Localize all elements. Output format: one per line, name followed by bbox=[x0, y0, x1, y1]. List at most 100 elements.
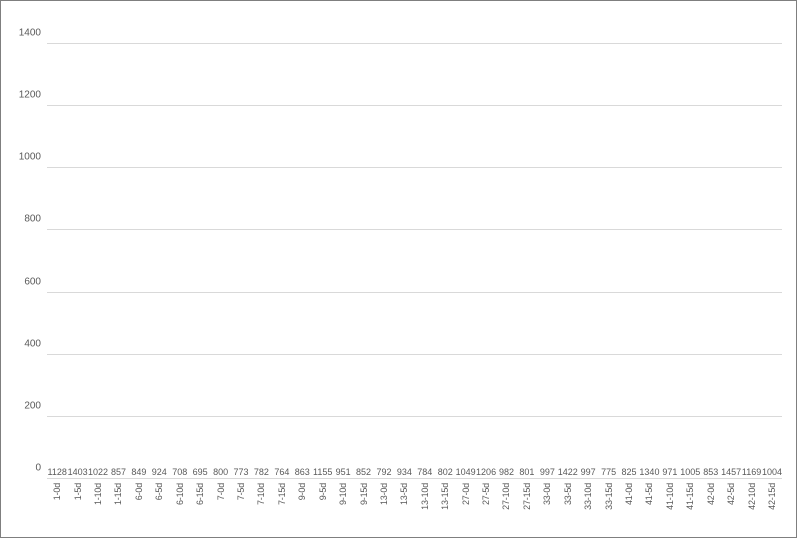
bar-value-label: 784 bbox=[417, 467, 432, 477]
y-tick-label: 1000 bbox=[7, 152, 41, 163]
y-tick-label: 600 bbox=[7, 276, 41, 287]
y-tick-label: 400 bbox=[7, 338, 41, 349]
x-tick-cell: 6-5d bbox=[149, 481, 169, 537]
x-tick-cell: 1-5d bbox=[67, 481, 87, 537]
x-tick-cell: 41-15d bbox=[680, 481, 700, 537]
bar-value-label: 775 bbox=[601, 467, 616, 477]
x-tick-cell: 13-5d bbox=[394, 481, 414, 537]
x-tick-cell: 27-15d bbox=[517, 481, 537, 537]
x-tick-label: 27-10d bbox=[501, 483, 511, 510]
bar-value-label: 1049 bbox=[456, 467, 476, 477]
x-tick-cell: 7-0d bbox=[210, 481, 230, 537]
bars-container: 1128140310228578499247086958007737827648… bbox=[47, 13, 782, 479]
x-tick-label: 33-5d bbox=[563, 483, 573, 505]
x-tick-label: 42-5d bbox=[726, 483, 736, 505]
bar-value-label: 801 bbox=[519, 467, 534, 477]
bar-value-label: 802 bbox=[438, 467, 453, 477]
x-tick-label: 1-10d bbox=[93, 483, 103, 505]
x-tick-label: 6-10d bbox=[175, 483, 185, 505]
bar-value-label: 852 bbox=[356, 467, 371, 477]
x-tick-cell: 13-0d bbox=[374, 481, 394, 537]
x-tick-label: 1-15d bbox=[113, 483, 123, 505]
x-axis: 1-0d 1-5d 1-10d 1-15d 6-0d 6-5d 6-10d 6-15d 7-0d… bbox=[47, 481, 782, 537]
bar-value-label: 863 bbox=[295, 467, 310, 477]
bar-chart: 0200400600800100012001400112814031022857… bbox=[0, 0, 797, 538]
x-tick-label: 33-0d bbox=[542, 483, 552, 505]
x-tick-cell: 6-10d bbox=[170, 481, 190, 537]
x-tick-cell: 42-10d bbox=[741, 481, 761, 537]
x-tick-cell: 7-5d bbox=[231, 481, 251, 537]
x-tick-cell: 33-0d bbox=[537, 481, 557, 537]
x-tick-cell: 9-10d bbox=[333, 481, 353, 537]
x-tick-cell: 41-10d bbox=[660, 481, 680, 537]
x-tick-label: 9-0d bbox=[297, 483, 307, 500]
bar-value-label: 1128 bbox=[48, 467, 67, 477]
bar-value-label: 1457 bbox=[721, 467, 741, 477]
x-tick-cell: 7-15d bbox=[272, 481, 292, 537]
plot-area: 0200400600800100012001400112814031022857… bbox=[47, 13, 782, 479]
bar-value-label: 997 bbox=[540, 467, 555, 477]
x-tick-cell: 1-10d bbox=[88, 481, 108, 537]
x-tick-label: 1-5d bbox=[73, 483, 83, 500]
bar-value-label: 1004 bbox=[762, 467, 782, 477]
x-tick-cell: 27-5d bbox=[476, 481, 496, 537]
bar-value-label: 1005 bbox=[680, 467, 700, 477]
y-tick-label: 1400 bbox=[7, 28, 41, 39]
y-tick-label: 0 bbox=[7, 463, 41, 474]
x-tick-label: 41-5d bbox=[644, 483, 654, 505]
x-tick-label: 7-15d bbox=[277, 483, 287, 505]
x-tick-cell: 6-15d bbox=[190, 481, 210, 537]
x-tick-label: 27-0d bbox=[461, 483, 471, 505]
x-tick-label: 9-5d bbox=[318, 483, 328, 500]
y-tick-label: 800 bbox=[7, 214, 41, 225]
x-tick-label: 1-0d bbox=[52, 483, 62, 500]
x-tick-label: 13-0d bbox=[379, 483, 389, 505]
bar-value-label: 951 bbox=[336, 467, 351, 477]
x-tick-cell: 33-5d bbox=[558, 481, 578, 537]
x-tick-label: 42-0d bbox=[706, 483, 716, 505]
x-tick-label: 41-15d bbox=[685, 483, 695, 510]
x-tick-label: 27-5d bbox=[481, 483, 491, 505]
bar-value-label: 1169 bbox=[742, 467, 761, 477]
x-tick-label: 6-5d bbox=[154, 483, 164, 500]
bar-value-label: 792 bbox=[376, 467, 391, 477]
x-tick-cell: 42-5d bbox=[721, 481, 741, 537]
bar-value-label: 782 bbox=[254, 467, 269, 477]
bar-value-label: 1403 bbox=[68, 467, 88, 477]
bar-value-label: 695 bbox=[193, 467, 208, 477]
x-tick-cell: 6-0d bbox=[129, 481, 149, 537]
bar-value-label: 971 bbox=[662, 467, 677, 477]
x-tick-label: 6-15d bbox=[195, 483, 205, 505]
bar-value-label: 1340 bbox=[639, 467, 659, 477]
x-tick-cell: 41-0d bbox=[619, 481, 639, 537]
bar-value-label: 934 bbox=[397, 467, 412, 477]
bar-value-label: 857 bbox=[111, 467, 126, 477]
bar-value-label: 853 bbox=[703, 467, 718, 477]
bar-value-label: 1206 bbox=[476, 467, 496, 477]
x-tick-cell: 42-15d bbox=[762, 481, 782, 537]
x-tick-label: 7-0d bbox=[216, 483, 226, 500]
x-tick-cell: 27-0d bbox=[455, 481, 475, 537]
x-tick-cell: 9-0d bbox=[292, 481, 312, 537]
bar-value-label: 1422 bbox=[558, 467, 578, 477]
x-tick-label: 6-0d bbox=[134, 483, 144, 500]
x-tick-cell: 1-15d bbox=[108, 481, 128, 537]
x-tick-label: 7-5d bbox=[236, 483, 246, 500]
bar-value-label: 1022 bbox=[88, 467, 108, 477]
x-tick-cell: 33-15d bbox=[598, 481, 618, 537]
x-tick-cell: 7-10d bbox=[251, 481, 271, 537]
x-tick-label: 9-10d bbox=[338, 483, 348, 505]
x-tick-label: 9-15d bbox=[359, 483, 369, 505]
x-tick-label: 7-10d bbox=[256, 483, 266, 505]
x-tick-cell: 1-0d bbox=[47, 481, 67, 537]
x-tick-label: 13-10d bbox=[420, 483, 430, 510]
bar-value-label: 764 bbox=[274, 467, 289, 477]
bar-value-label: 773 bbox=[233, 467, 248, 477]
x-tick-cell: 13-10d bbox=[415, 481, 435, 537]
bar-value-label: 800 bbox=[213, 467, 228, 477]
bar-value-label: 997 bbox=[581, 467, 596, 477]
x-tick-cell: 42-0d bbox=[701, 481, 721, 537]
bar-value-label: 982 bbox=[499, 467, 514, 477]
bar-value-label: 924 bbox=[152, 467, 167, 477]
x-tick-cell: 9-5d bbox=[312, 481, 332, 537]
